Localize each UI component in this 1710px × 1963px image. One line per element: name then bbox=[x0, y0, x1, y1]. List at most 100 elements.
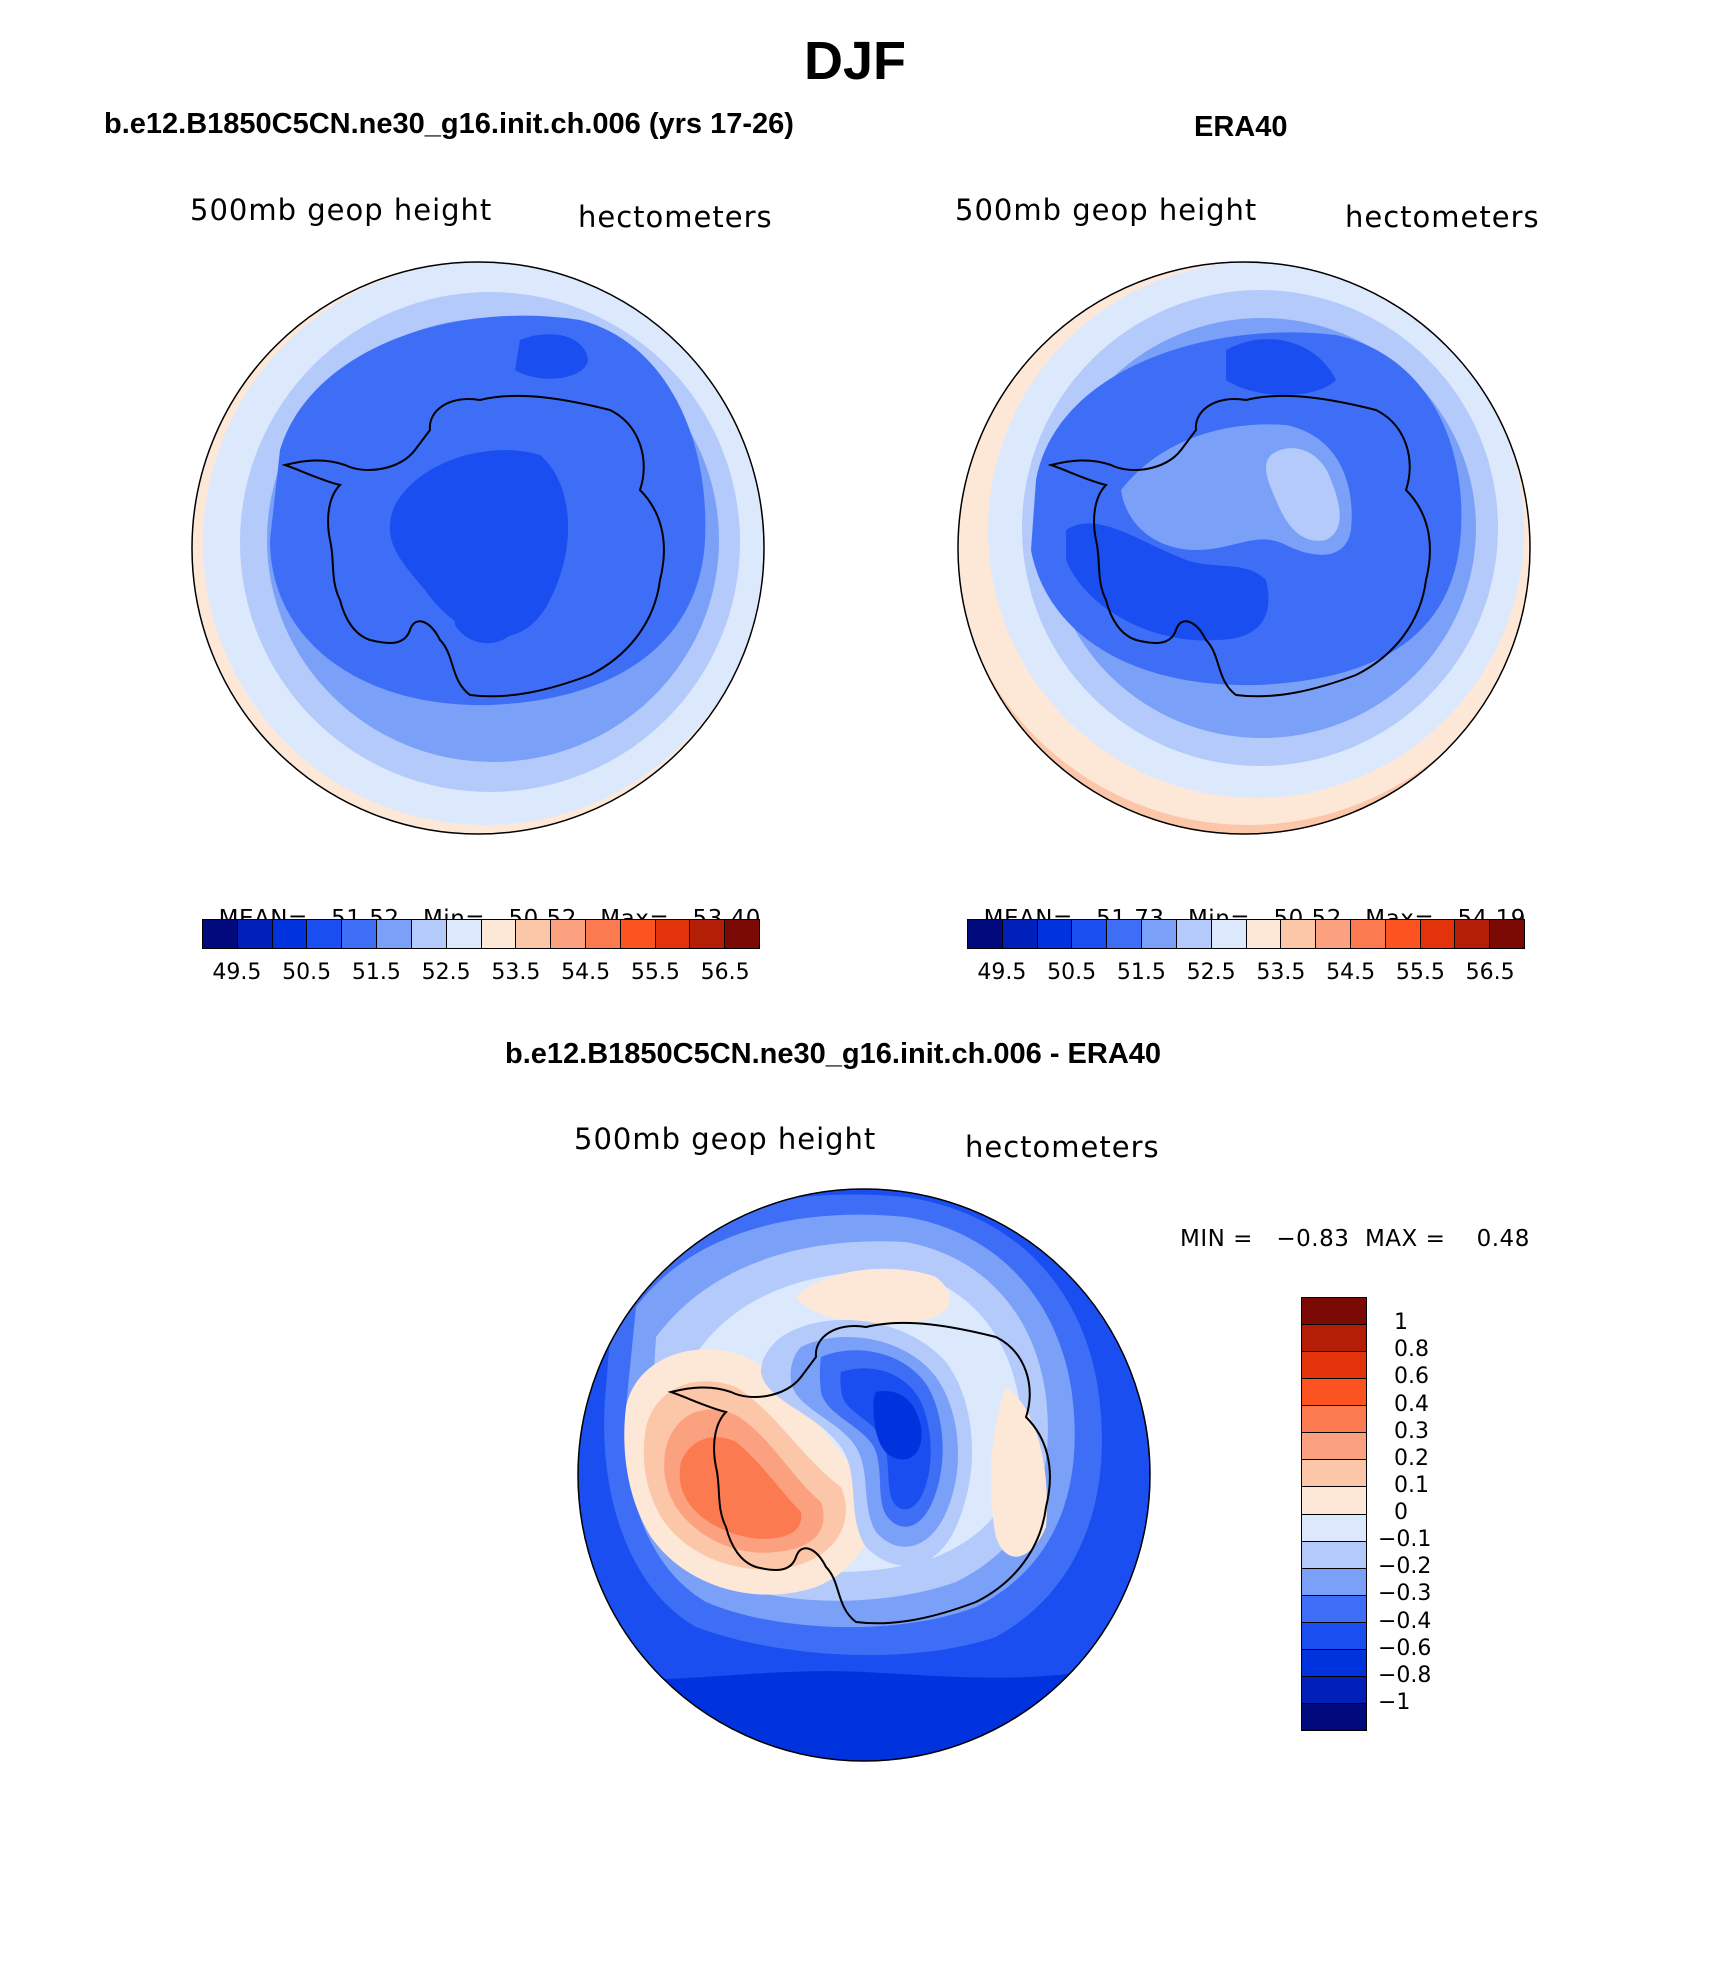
antarctica-coastline bbox=[281, 394, 665, 698]
colorbar-tick-label: 0.1 bbox=[1394, 1472, 1429, 1498]
panel-title-model: b.e12.B1850C5CN.ne30_g16.init.ch.006 (yr… bbox=[104, 108, 794, 140]
colorbar-swatch bbox=[1176, 920, 1212, 948]
colorbar-swatch bbox=[1385, 920, 1421, 948]
colorbar-tick-label: −0.2 bbox=[1378, 1554, 1432, 1580]
colorbar-tick-label: −0.8 bbox=[1378, 1662, 1432, 1688]
page-title: DJF bbox=[803, 31, 906, 91]
colorbar-tick-label: 0.8 bbox=[1394, 1337, 1429, 1363]
colorbar-swatch bbox=[1037, 920, 1073, 948]
colorbar-tick-label: −0.1 bbox=[1378, 1527, 1432, 1553]
colorbar-tick-label: 55.5 bbox=[1395, 960, 1445, 985]
antarctica-coastline bbox=[1047, 394, 1431, 698]
units-label-diff: hectometers bbox=[965, 1130, 1160, 1164]
colorbar-swatch bbox=[1072, 920, 1108, 948]
antarctica-coastline bbox=[667, 1321, 1051, 1625]
minmax-diff: MIN = −0.83 MAX = 0.48 bbox=[1180, 1226, 1530, 1252]
colorbar-swatch bbox=[1302, 1406, 1366, 1434]
colorbar-tick-label: −0.3 bbox=[1378, 1581, 1432, 1607]
panel-title-obs: ERA40 bbox=[1194, 111, 1288, 143]
colorbar-tick-label: 53.5 bbox=[1256, 960, 1306, 985]
colorbar-obs bbox=[967, 919, 1525, 949]
colorbar-swatch bbox=[272, 920, 308, 948]
colorbar-tick-label: −1 bbox=[1378, 1689, 1411, 1715]
units-label-obs: hectometers bbox=[1345, 200, 1540, 234]
colorbar-swatch bbox=[1490, 920, 1524, 948]
colorbar-diff bbox=[1301, 1297, 1367, 1731]
colorbar-swatch bbox=[1246, 920, 1282, 948]
colorbar-tick-label: 50.5 bbox=[282, 960, 332, 985]
colorbar-tick-label: 0.3 bbox=[1394, 1418, 1429, 1444]
colorbar-swatch bbox=[342, 920, 378, 948]
colorbar-swatch bbox=[968, 920, 1003, 948]
colorbar-model bbox=[202, 919, 760, 949]
colorbar-tick-label: 49.5 bbox=[977, 960, 1027, 985]
colorbar-swatch bbox=[481, 920, 517, 948]
colorbar-swatch bbox=[1302, 1703, 1366, 1730]
polar-map-obs bbox=[957, 261, 1531, 835]
colorbar-swatch bbox=[690, 920, 726, 948]
colorbar-tick-label: 53.5 bbox=[491, 960, 541, 985]
colorbar-swatch bbox=[1211, 920, 1247, 948]
colorbar-swatch bbox=[1316, 920, 1351, 948]
colorbar-swatch bbox=[1302, 1649, 1366, 1677]
colorbar-tick-label: −0.6 bbox=[1378, 1635, 1432, 1661]
colorbar-swatch bbox=[1142, 920, 1177, 948]
colorbar-swatch bbox=[1002, 920, 1038, 948]
colorbar-swatch bbox=[725, 920, 759, 948]
colorbar-tick-label: 51.5 bbox=[351, 960, 401, 985]
variable-label-diff: 500mb geop height bbox=[574, 1122, 877, 1156]
colorbar-tick-label: 51.5 bbox=[1116, 960, 1166, 985]
colorbar-tick-label: 0.6 bbox=[1394, 1364, 1429, 1390]
colorbar-swatch bbox=[551, 920, 586, 948]
colorbar-swatch bbox=[1302, 1541, 1366, 1569]
colorbar-swatch bbox=[1302, 1676, 1366, 1704]
colorbar-tick-label: 0.4 bbox=[1394, 1391, 1429, 1417]
colorbar-tick-label: 1 bbox=[1394, 1310, 1408, 1336]
colorbar-swatch bbox=[1302, 1325, 1366, 1353]
variable-label-obs: 500mb geop height bbox=[955, 193, 1258, 227]
colorbar-swatch bbox=[237, 920, 273, 948]
colorbar-swatch bbox=[1281, 920, 1317, 948]
colorbar-swatch bbox=[655, 920, 691, 948]
colorbar-labels-obs: 49.5 50.5 51.5 52.5 53.5 54.5 55.5 56.5 bbox=[967, 960, 1525, 988]
colorbar-swatch bbox=[203, 920, 238, 948]
colorbar-swatch bbox=[1302, 1487, 1366, 1515]
polar-map-diff bbox=[577, 1188, 1151, 1762]
colorbar-tick-label: 56.5 bbox=[1465, 960, 1515, 985]
colorbar-swatch bbox=[1302, 1352, 1366, 1380]
colorbar-tick-label: 0.2 bbox=[1394, 1445, 1429, 1471]
units-label-model: hectometers bbox=[578, 200, 773, 234]
colorbar-tick-label: 52.5 bbox=[1186, 960, 1236, 985]
colorbar-swatch bbox=[516, 920, 552, 948]
colorbar-labels-diff: 1 0.8 0.6 0.4 0.3 0.2 0.1 0 −0.1 −0.2 −0.3 −0.4 −0.6… bbox=[1378, 1297, 1478, 1731]
colorbar-swatch bbox=[1302, 1568, 1366, 1596]
colorbar-swatch bbox=[1455, 920, 1491, 948]
colorbar-tick-label: 49.5 bbox=[212, 960, 262, 985]
colorbar-tick-label: 50.5 bbox=[1047, 960, 1097, 985]
colorbar-swatch bbox=[1302, 1379, 1366, 1407]
colorbar-tick-label: 54.5 bbox=[561, 960, 611, 985]
colorbar-swatch bbox=[307, 920, 343, 948]
colorbar-swatch bbox=[1107, 920, 1143, 948]
colorbar-swatch bbox=[1302, 1514, 1366, 1542]
colorbar-swatch bbox=[620, 920, 656, 948]
colorbar-swatch bbox=[377, 920, 412, 948]
colorbar-swatch bbox=[446, 920, 482, 948]
colorbar-swatch bbox=[411, 920, 447, 948]
colorbar-tick-label: 56.5 bbox=[700, 960, 750, 985]
colorbar-tick-label: −0.4 bbox=[1378, 1608, 1432, 1634]
colorbar-swatch bbox=[585, 920, 621, 948]
panel-title-diff: b.e12.B1850C5CN.ne30_g16.init.ch.006 - E… bbox=[505, 1038, 1162, 1070]
colorbar-tick-label: 54.5 bbox=[1326, 960, 1376, 985]
colorbar-swatch bbox=[1302, 1298, 1366, 1326]
variable-label-model: 500mb geop height bbox=[190, 193, 493, 227]
colorbar-swatch bbox=[1302, 1595, 1366, 1623]
colorbar-swatch bbox=[1302, 1460, 1366, 1488]
colorbar-tick-label: 52.5 bbox=[421, 960, 471, 985]
colorbar-swatch bbox=[1302, 1433, 1366, 1461]
colorbar-swatch bbox=[1350, 920, 1386, 948]
colorbar-swatch bbox=[1420, 920, 1456, 948]
polar-map-model bbox=[191, 261, 765, 835]
colorbar-tick-label: 55.5 bbox=[630, 960, 680, 985]
colorbar-tick-label: 0 bbox=[1394, 1500, 1408, 1525]
